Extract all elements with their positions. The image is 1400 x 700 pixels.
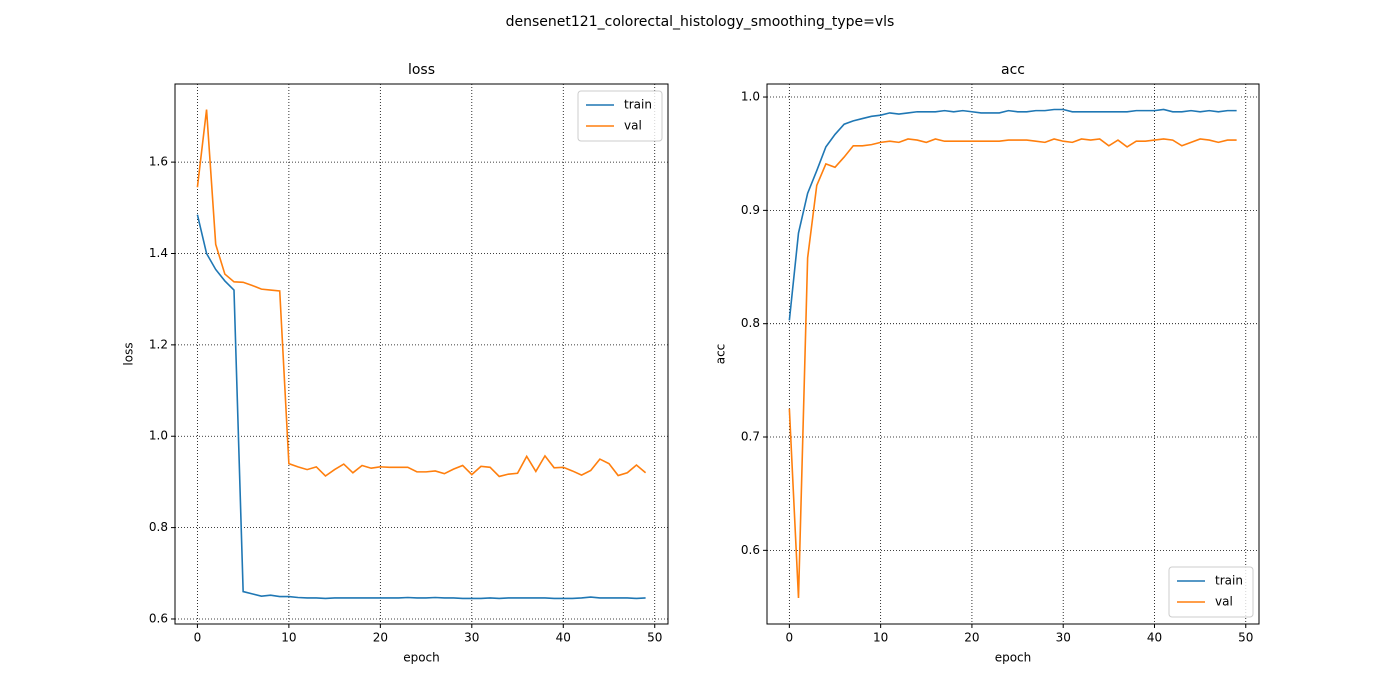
series-line: [196, 214, 646, 600]
y-tick-label: 1.2: [149, 337, 168, 351]
legend-label: train: [624, 98, 652, 112]
subplot-title: acc: [1001, 62, 1025, 78]
x-tick-label: 50: [647, 631, 662, 645]
legend-box: [577, 90, 663, 142]
figure-title: densenet121_colorectal_histology_smoothi…: [506, 14, 895, 30]
y-axis-label: acc: [714, 344, 728, 365]
axes-frame: [766, 83, 1260, 625]
y-tick-label: 1.4: [149, 246, 168, 260]
y-tick-label: 0.7: [741, 430, 760, 444]
x-tick-label: 10: [281, 631, 296, 645]
x-tick-label: 10: [873, 631, 888, 645]
x-tick-label: 0: [786, 631, 794, 645]
legend-box: [1168, 566, 1254, 618]
x-tick-label: 50: [1238, 631, 1253, 645]
legend-label: train: [1215, 574, 1243, 588]
y-tick-label: 1.0: [149, 429, 168, 443]
series-line: [788, 108, 1237, 321]
y-tick-label: 0.9: [741, 203, 760, 217]
x-tick-label: 0: [194, 631, 202, 645]
legend-label: val: [1215, 595, 1233, 609]
x-tick-label: 30: [1056, 631, 1071, 645]
y-tick-label: 0.8: [741, 316, 760, 330]
x-tick-label: 40: [1147, 631, 1162, 645]
legend-label: val: [624, 119, 642, 133]
y-tick-label: 0.6: [149, 611, 168, 625]
axes-frame: [174, 83, 669, 625]
x-axis-label: epoch: [995, 651, 1032, 665]
x-tick-label: 30: [464, 631, 479, 645]
x-tick-label: 20: [964, 631, 979, 645]
x-axis-label: epoch: [403, 651, 440, 665]
y-axis-label: loss: [122, 342, 136, 365]
y-tick-label: 1.6: [149, 155, 168, 169]
x-tick-label: 20: [373, 631, 388, 645]
series-line: [196, 109, 647, 478]
x-tick-label: 40: [556, 631, 571, 645]
subplot-title: loss: [408, 62, 435, 78]
series-line: [788, 138, 1237, 598]
y-tick-label: 1.0: [741, 90, 760, 104]
y-tick-label: 0.6: [741, 543, 760, 557]
y-tick-label: 0.8: [149, 520, 168, 534]
